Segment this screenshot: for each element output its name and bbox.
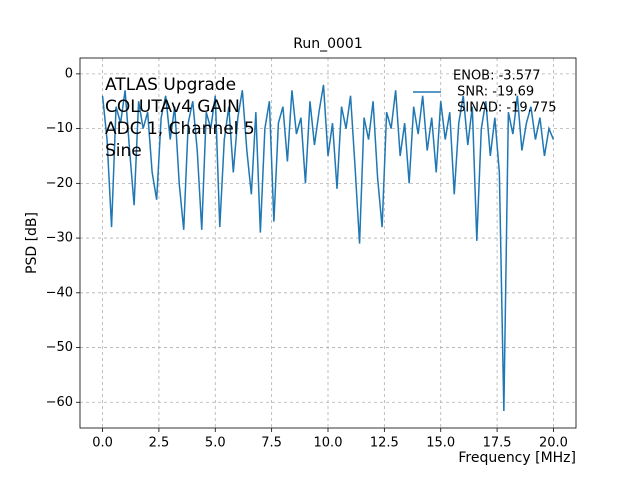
annotation: Sine — [105, 141, 142, 161]
legend-label: ENOB: -3.577 — [453, 69, 541, 84]
x-tick-label: 0.0 — [92, 436, 113, 451]
legend-label: SNR: -19.69 — [453, 85, 534, 100]
annotation: COLUTAv4 GAIN — [105, 97, 240, 117]
y-tick-label: −10 — [46, 121, 73, 136]
x-tick-label: 5.0 — [205, 436, 226, 451]
y-tick-label: −20 — [46, 176, 73, 191]
x-tick-label: 15.0 — [426, 436, 455, 451]
y-tick-label: −60 — [46, 395, 73, 410]
x-tick-label: 7.5 — [261, 436, 282, 451]
y-tick-label: −30 — [46, 231, 73, 246]
plot-frame — [79, 57, 577, 429]
annotation: ADC 1, Channel 5 — [105, 119, 255, 139]
chart-title: Run_0001 — [293, 36, 362, 52]
y-tick-label: −50 — [46, 340, 73, 355]
x-axis-label: Frequency [MHz] — [458, 450, 576, 466]
x-tick-label: 20.0 — [539, 436, 568, 451]
x-tick-label: 10.0 — [314, 436, 343, 451]
x-tick-label: 17.5 — [483, 436, 512, 451]
y-axis-label: PSD [dB] — [24, 212, 40, 274]
annotation: ATLAS Upgrade — [105, 75, 236, 95]
x-tick-label: 2.5 — [149, 436, 170, 451]
legend-label: SINAD: -19.775 — [453, 101, 557, 116]
y-tick-label: 0 — [65, 66, 73, 81]
data-line — [101, 84, 555, 412]
x-tick-label: 12.5 — [370, 436, 399, 451]
y-tick-label: −40 — [46, 285, 73, 300]
